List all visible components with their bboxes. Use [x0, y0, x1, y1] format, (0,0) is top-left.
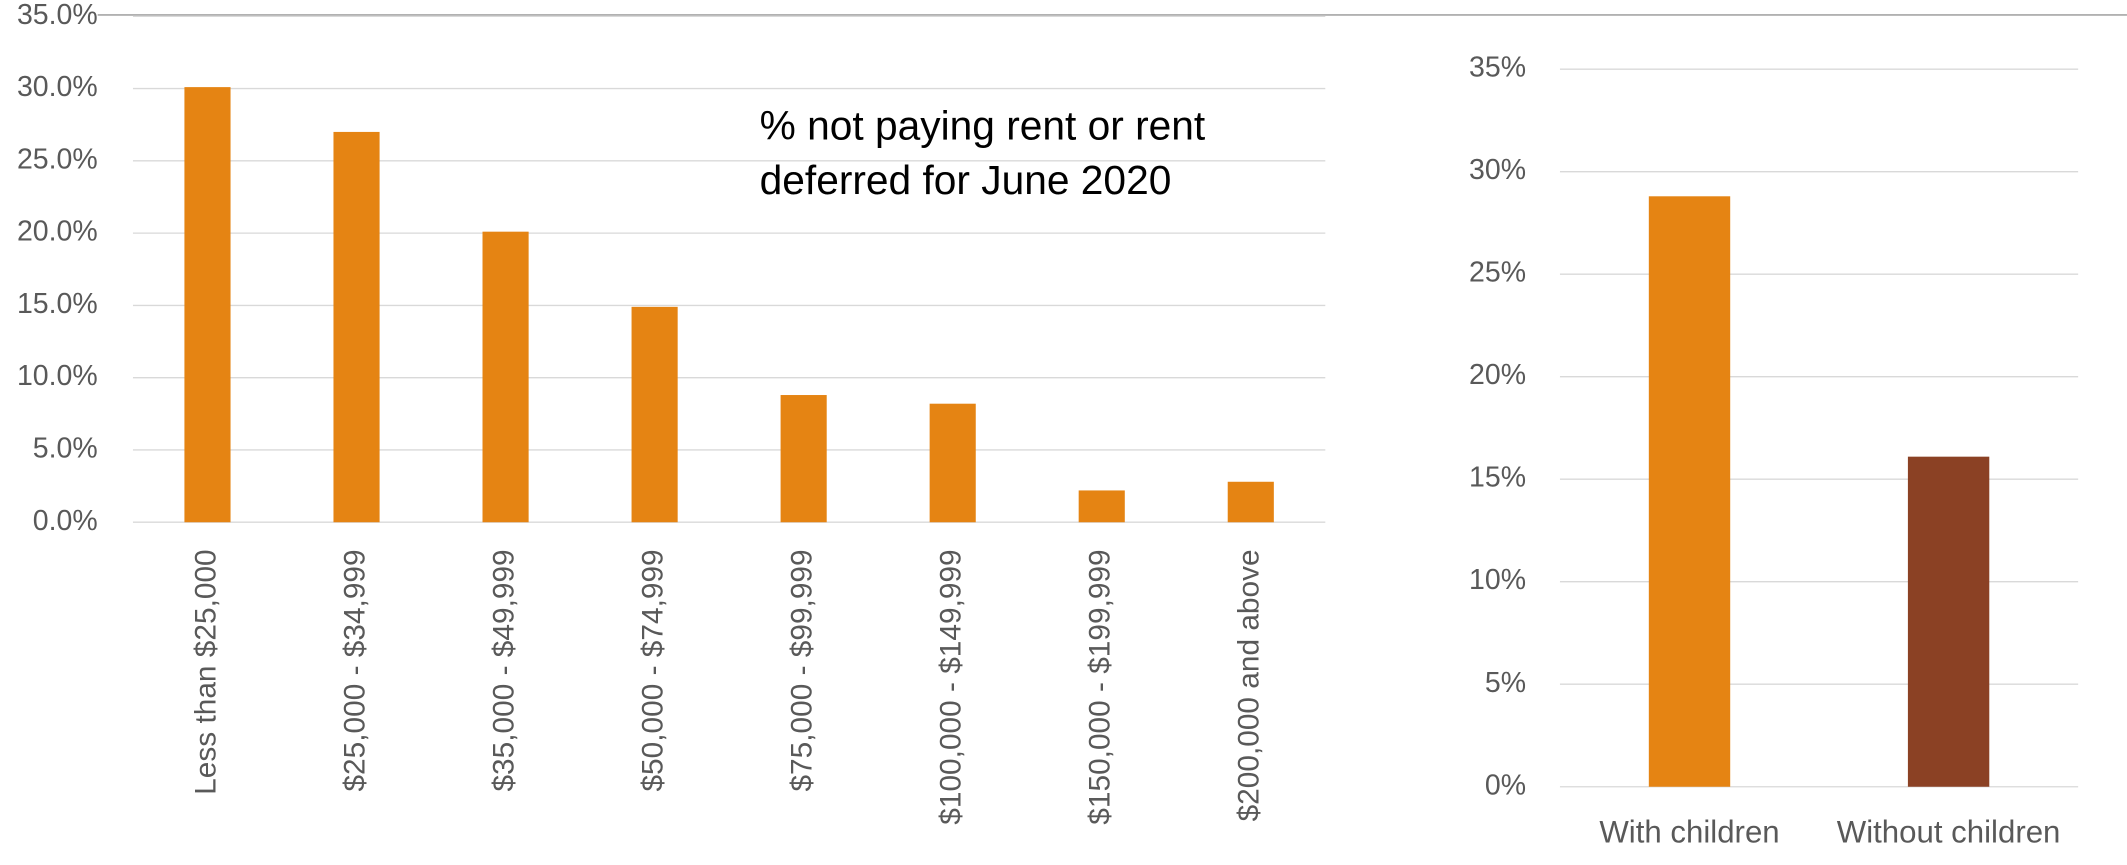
x-tick-label: Without children: [1837, 814, 2061, 849]
y-tick-label: 30.0%: [17, 71, 98, 103]
y-tick-label: 35.0%: [17, 0, 98, 31]
y-tick-label: 15.0%: [17, 288, 98, 320]
bar: [631, 306, 678, 523]
y-tick-label: 0.0%: [33, 505, 98, 537]
bar: [1078, 490, 1125, 523]
y-tick-label: 20%: [1469, 359, 1526, 391]
y-tick-label: 20.0%: [17, 216, 98, 248]
y-tick-label: 15%: [1469, 462, 1526, 494]
bar: [929, 403, 976, 523]
y-tick-label: 5%: [1485, 667, 1526, 699]
x-tick-label: $200,000 and above: [1233, 549, 1266, 821]
chart-title: % not paying rent or rent: [760, 103, 1206, 149]
x-tick-label: With children: [1599, 814, 1779, 849]
y-tick-label: 10.0%: [17, 360, 98, 392]
y-tick-label: 30%: [1469, 154, 1526, 186]
bar: [333, 131, 380, 523]
bar: [482, 231, 529, 523]
x-tick-label: $75,000 - $99,999: [786, 549, 819, 791]
bar: [1648, 196, 1731, 787]
x-tick-label: $35,000 - $49,999: [487, 549, 520, 791]
x-tick-label: $25,000 - $34,999: [338, 549, 371, 791]
bar: [184, 87, 231, 523]
chart-title: deferred for June 2020: [760, 157, 1172, 203]
y-tick-label: 25.0%: [17, 143, 98, 175]
bar: [1227, 481, 1274, 523]
y-tick-label: 35%: [1469, 52, 1526, 84]
y-tick-label: 10%: [1469, 564, 1526, 596]
x-tick-label: Less than $25,000: [189, 549, 222, 794]
x-tick-label: $150,000 - $199,999: [1084, 549, 1117, 824]
bar: [780, 395, 827, 523]
bar: [1907, 456, 1990, 787]
y-tick-label: 25%: [1469, 257, 1526, 289]
y-tick-label: 0%: [1485, 769, 1526, 801]
x-tick-label: $50,000 - $74,999: [636, 549, 669, 791]
x-tick-label: $100,000 - $149,999: [935, 549, 968, 824]
y-tick-label: 5.0%: [33, 432, 98, 464]
